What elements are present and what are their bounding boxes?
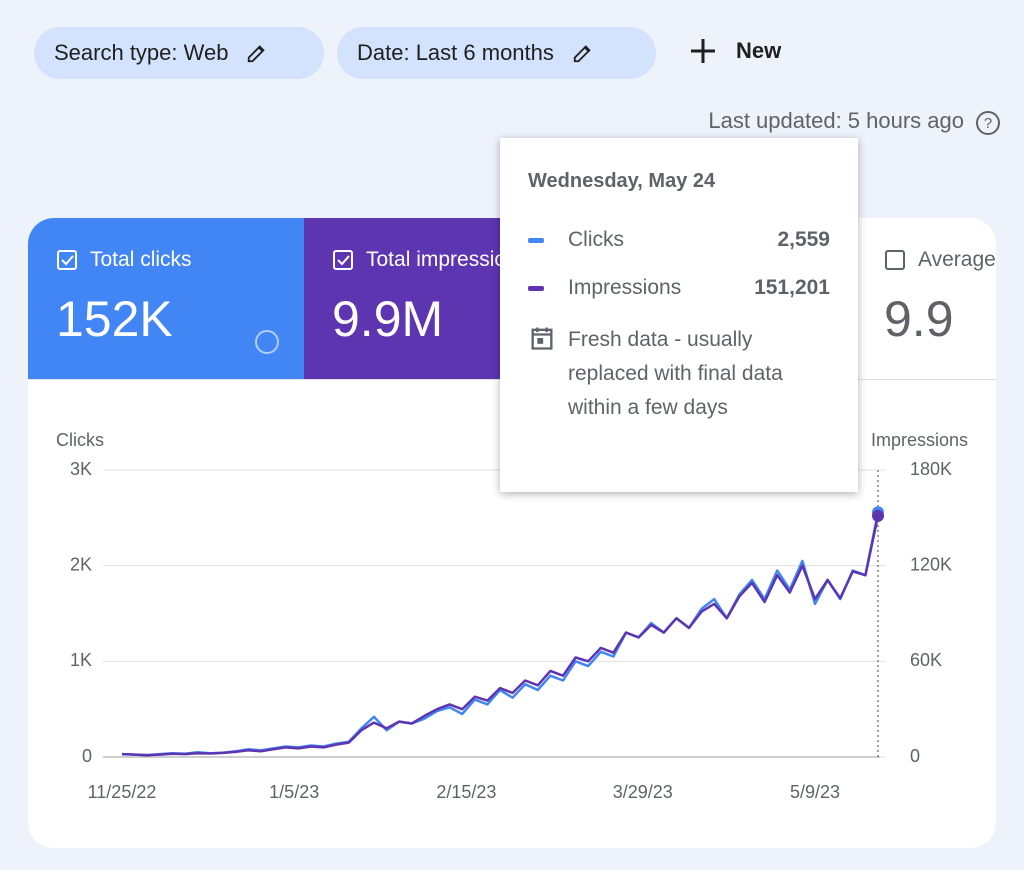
filter-chip[interactable]: Date: Last 6 months bbox=[337, 27, 656, 79]
x-tick-label: 5/9/23 bbox=[790, 782, 840, 802]
card-value: 9.9M bbox=[332, 291, 444, 347]
card-value: 9.9 bbox=[884, 291, 954, 347]
chip-label: Date: Last 6 months bbox=[357, 40, 554, 65]
y-axis-label: Clicks bbox=[56, 430, 104, 450]
filter-chip[interactable]: Search type: Web bbox=[34, 27, 324, 79]
tooltip-series: Clicks bbox=[568, 228, 624, 251]
y2-tick-label: 60K bbox=[910, 650, 942, 670]
edit-icon bbox=[248, 45, 266, 63]
series-line bbox=[121, 515, 880, 757]
metric-card[interactable]: Average 9.9 bbox=[856, 218, 996, 380]
checkbox-box bbox=[333, 250, 353, 270]
y2-tick-label: 120K bbox=[910, 554, 952, 574]
y2-axis-label: Impressions bbox=[871, 430, 968, 450]
check-mark bbox=[337, 255, 350, 266]
series-line bbox=[121, 511, 880, 757]
hover-point bbox=[872, 509, 884, 522]
checkbox bbox=[885, 250, 905, 270]
card-label-row: Total clicks bbox=[56, 248, 304, 272]
legend-swatch bbox=[528, 237, 544, 243]
chip-label: Search type: Web bbox=[54, 40, 229, 65]
svg-text:?: ? bbox=[984, 115, 992, 132]
card-value: 152K bbox=[56, 291, 173, 347]
tooltip: Wednesday, May 24 Clicks 2,559 Impressio… bbox=[500, 138, 858, 492]
y2-tick-label: 180K bbox=[910, 459, 952, 479]
tooltip-series: Impressions bbox=[568, 276, 682, 299]
x-tick-label: 2/15/23 bbox=[436, 782, 496, 802]
checkbox-box bbox=[885, 250, 905, 270]
note-text: Fresh data - usually replaced with final… bbox=[568, 328, 783, 419]
help-icon[interactable]: ? bbox=[975, 110, 1001, 136]
tooltip-date: Wednesday, May 24 bbox=[528, 170, 716, 192]
check-mark bbox=[61, 255, 74, 266]
new-filter-button[interactable]: New bbox=[688, 36, 781, 66]
last-updated: Last updated: 5 hours ago bbox=[708, 108, 964, 133]
card-label-row: Total impressions bbox=[332, 248, 580, 272]
y-tick-label: 0 bbox=[82, 746, 92, 766]
plus-icon bbox=[691, 39, 715, 63]
y-tick-label: 1K bbox=[70, 650, 92, 670]
y-tick-label: 3K bbox=[70, 459, 92, 479]
card-label: Total impressions bbox=[366, 248, 529, 271]
y-tick-label: 2K bbox=[70, 554, 92, 574]
tooltip-note: Fresh data - usually replaced with final… bbox=[528, 323, 830, 425]
card-label-row: Average bbox=[884, 248, 996, 272]
help-circle bbox=[255, 330, 279, 354]
metric-card[interactable]: Total clicks 152K bbox=[28, 218, 304, 380]
tooltip-row: Impressions 151,201 bbox=[528, 257, 830, 319]
y2-tick-label: 0 bbox=[910, 746, 920, 766]
card-label: Average bbox=[918, 248, 996, 271]
edit-icon bbox=[573, 45, 591, 63]
x-tick-label: 11/25/22 bbox=[88, 782, 157, 802]
calendar-icon bbox=[531, 327, 553, 350]
tooltip-value: 2,559 bbox=[777, 228, 830, 251]
checkbox bbox=[333, 250, 353, 270]
legend-swatch bbox=[528, 285, 544, 291]
card-label: Total clicks bbox=[90, 248, 192, 271]
checkbox-box bbox=[57, 250, 77, 270]
new-label: New bbox=[736, 38, 782, 63]
tooltip-row: Clicks 2,559 bbox=[528, 209, 830, 271]
tooltip-value: 151,201 bbox=[754, 276, 830, 299]
help-icon bbox=[255, 330, 279, 354]
x-tick-label: 3/29/23 bbox=[613, 782, 673, 802]
x-tick-label: 1/5/23 bbox=[269, 782, 319, 802]
checkbox bbox=[57, 250, 77, 270]
